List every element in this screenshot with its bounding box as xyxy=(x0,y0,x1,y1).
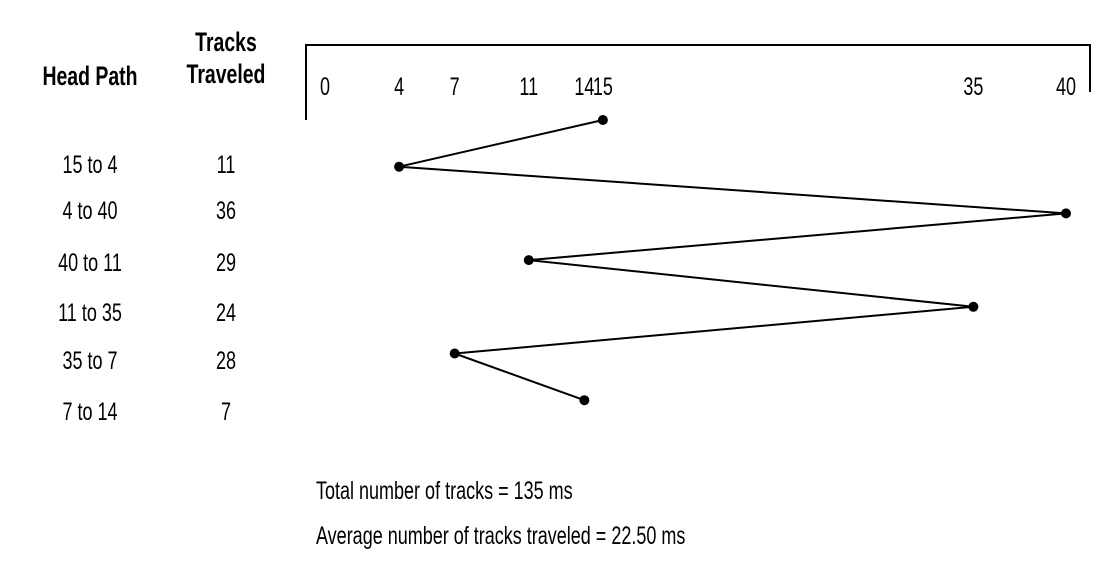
head-movement-path xyxy=(398,119,1067,402)
tracks-header-line1: Tracks xyxy=(195,27,257,57)
tick-label: 40 xyxy=(1056,72,1076,101)
head-move-segment xyxy=(399,165,1067,215)
row-tracks: 36 xyxy=(215,197,237,225)
tick-label: 7 xyxy=(450,72,460,101)
row-tracks: 29 xyxy=(215,249,237,277)
row-path: 11 to 35 xyxy=(58,299,122,327)
row-path: 35 to 7 xyxy=(62,347,118,375)
tick-label: 35 xyxy=(963,72,983,101)
row-path: 7 to 14 xyxy=(62,398,118,426)
head-position-marker xyxy=(579,395,590,406)
row-tracks: 11 xyxy=(216,151,236,179)
average-tracks-text: Average number of tracks traveled = 22.5… xyxy=(316,522,686,550)
head-position-marker xyxy=(523,255,534,266)
row-tracks: 7 xyxy=(220,398,232,426)
row-tracks: 28 xyxy=(215,347,237,375)
head-position-marker xyxy=(968,301,979,312)
tick-label: 0 xyxy=(320,72,330,101)
head-move-segment xyxy=(454,305,974,355)
tick-label: 4 xyxy=(394,72,404,101)
tick-label: 15 xyxy=(593,72,613,101)
head-path-header: Head Path xyxy=(42,61,138,91)
tracks-traveled-header: Tracks Traveled xyxy=(176,26,277,90)
head-position-marker xyxy=(394,161,405,172)
head-position-marker xyxy=(597,115,608,125)
row-path: 40 to 11 xyxy=(58,249,122,277)
head-position-marker xyxy=(1061,208,1071,219)
row-path: 15 to 4 xyxy=(62,151,118,179)
head-positions xyxy=(394,115,1071,406)
head-move-segment xyxy=(398,119,604,168)
tick-label: 14 xyxy=(574,72,594,101)
head-move-segment xyxy=(528,259,974,308)
total-tracks-text: Total number of tracks = 135 ms xyxy=(316,477,573,505)
row-tracks: 24 xyxy=(215,299,237,327)
tick-label: 11 xyxy=(519,72,538,101)
row-path: 4 to 40 xyxy=(62,197,118,225)
track-axis-frame xyxy=(305,44,1091,120)
head-position-marker xyxy=(449,348,460,359)
tracks-header-line2: Traveled xyxy=(186,59,266,89)
head-move-segment xyxy=(454,352,585,402)
head-move-segment xyxy=(528,212,1067,262)
